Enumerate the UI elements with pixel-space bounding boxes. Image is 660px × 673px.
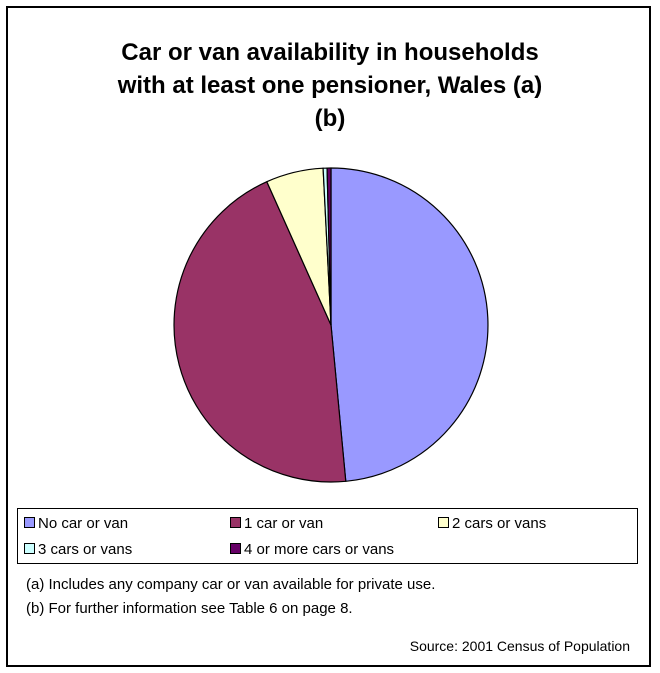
chart-title-line-1: Car or van availability in households [121,39,539,66]
pie-slice-no-car-or-van [330,167,489,482]
source-note: Source: 2001 Census of Population [409,638,630,654]
legend-swatch-2-cars [438,517,449,528]
footnote-b: (b) For further information see Table 6 … [26,600,353,617]
legend-item-2-cars: 2 cars or vans [438,515,546,533]
legend-item-3-cars: 3 cars or vans [24,541,132,559]
legend-item-no-car: No car or van [24,515,128,533]
legend-swatch-4-plus-cars [230,543,241,554]
legend-label-no-car: No car or van [38,515,129,532]
legend: No car or van 1 car or van 2 cars or van… [17,508,638,564]
footnote-a: (a) Includes any company car or van avai… [26,576,436,593]
chart-title-line-2: with at least one pensioner, Wales (a) [117,72,543,99]
legend-label-4-plus-cars: 4 or more cars or vans [244,541,395,558]
legend-item-1-car: 1 car or van [230,515,323,533]
chart-title-line-3: (b) [314,105,346,132]
pie-slice-1-car-or-van [173,181,347,483]
pie-slice-4-or-more-cars-or-vans [326,167,332,326]
chart-title: Car or van availability in households wi… [30,36,630,135]
legend-label-2-cars: 2 cars or vans [452,515,547,532]
legend-swatch-no-car [24,517,35,528]
legend-swatch-1-car [230,517,241,528]
legend-swatch-3-cars [24,543,35,554]
legend-label-3-cars: 3 cars or vans [38,541,133,558]
legend-label-1-car: 1 car or van [244,515,324,532]
legend-item-4-plus-cars: 4 or more cars or vans [230,541,394,559]
